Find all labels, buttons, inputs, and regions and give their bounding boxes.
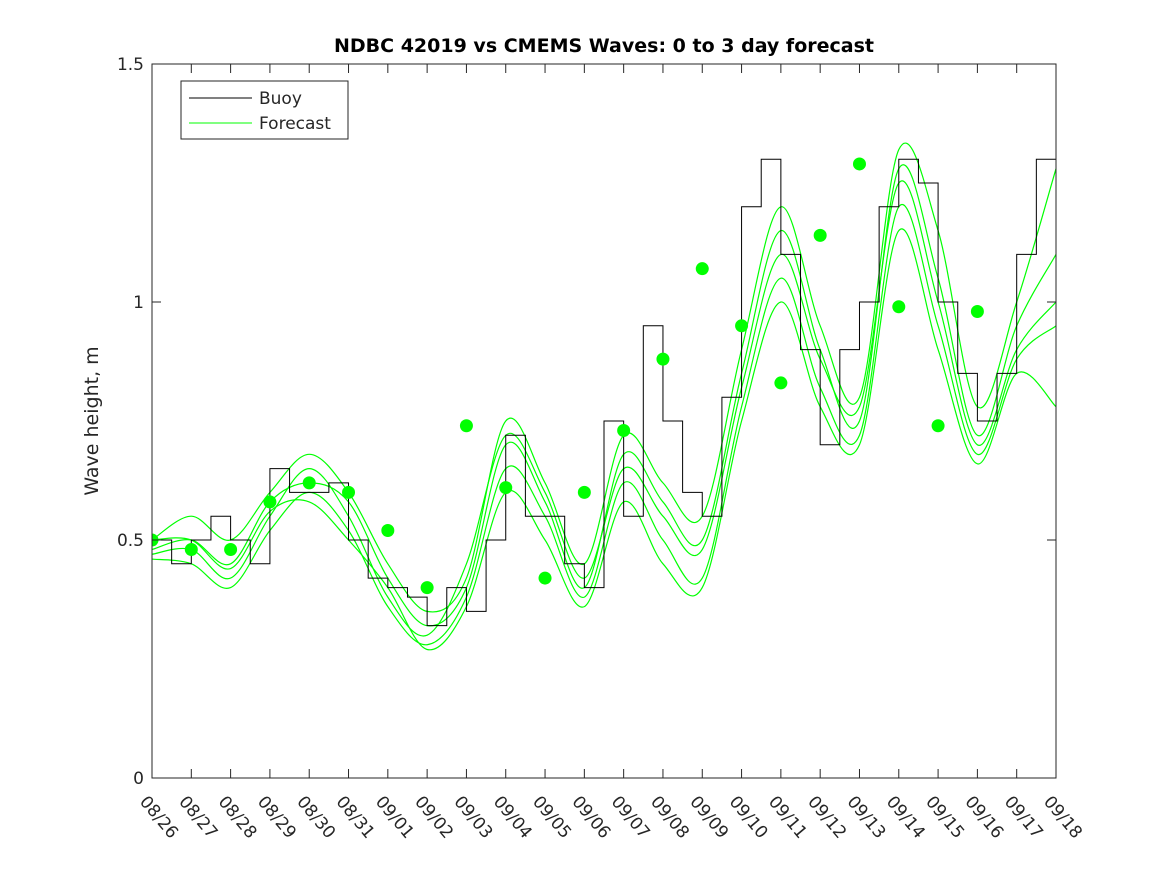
forecast-point-09/03 [459,419,473,433]
forecast-point-09/08 [656,352,670,366]
forecast-point-09/01 [381,523,395,537]
axes-box [151,63,1057,779]
legend-buoy-label: Buoy [259,89,302,109]
forecast-point-08/31 [342,485,356,499]
forecast-point-08/27 [184,543,198,557]
x-tick-label: 09/18 [1039,792,1086,842]
x-tick-label: 08/26 [135,792,182,842]
x-tick-label: 09/04 [489,792,536,842]
x-tick-label: 09/10 [725,792,772,842]
y-tick-label: 0 [133,769,144,789]
x-tick-label: 09/08 [646,792,693,842]
x-tick-label: 08/28 [214,792,261,842]
forecast-point-09/06 [577,485,591,499]
forecast-point-09/05 [538,571,552,585]
x-tick-label: 09/12 [803,792,850,842]
forecast-point-09/16 [970,305,984,319]
forecast-point-08/28 [224,543,238,557]
forecast-point-09/13 [852,157,866,171]
chart-title: NDBC 42019 vs CMEMS Waves: 0 to 3 day fo… [334,35,874,57]
forecast-point-09/14 [892,300,906,314]
forecast-point-08/29 [263,495,277,509]
forecast-point-09/04 [499,481,513,495]
x-tick-label: 09/16 [961,792,1008,842]
forecast-line-4 [152,228,1056,651]
x-tick-label: 09/09 [685,792,732,842]
x-tick-label: 09/03 [450,792,497,842]
x-tick-label: 09/15 [921,792,968,842]
forecast-point-09/09 [695,262,709,276]
x-tick-label: 08/29 [253,792,300,842]
legend-box [180,80,349,140]
x-tick-label: 09/05 [528,792,575,842]
forecast-point-08/30 [302,476,316,490]
x-tick-label: 09/07 [607,792,654,842]
x-tick-label: 09/11 [764,792,811,842]
y-tick-label: 1.5 [117,55,144,75]
y-axis-label: Wave height, m [81,346,103,495]
x-tick-label: 09/13 [843,792,890,842]
x-tick-label: 08/30 [292,792,339,842]
legend: Buoy Forecast [180,80,349,140]
x-tick-label: 08/27 [174,792,221,842]
forecast-point-09/07 [617,424,631,438]
x-tick-label: 08/31 [332,792,379,842]
y-tick-label: 1 [133,293,144,313]
x-tick-label: 09/02 [410,792,457,842]
forecast-point-09/15 [931,419,945,433]
y-tick-label: 0.5 [117,531,144,551]
forecast-line-1 [152,164,1056,627]
plot-area [152,64,1056,651]
x-tick-label: 09/14 [882,792,929,842]
forecast-line-3 [152,203,1056,646]
x-tick-label: 09/01 [371,792,418,842]
forecast-point-09/10 [735,319,749,333]
forecast-point-09/12 [813,228,827,242]
legend-forecast-label: Forecast [259,114,331,134]
forecast-point-09/11 [774,376,788,390]
buoy-line [152,64,1056,627]
x-tick-label: 09/06 [568,792,615,842]
x-tick-label: 09/17 [1000,792,1047,842]
forecast-point-09/02 [420,581,434,595]
